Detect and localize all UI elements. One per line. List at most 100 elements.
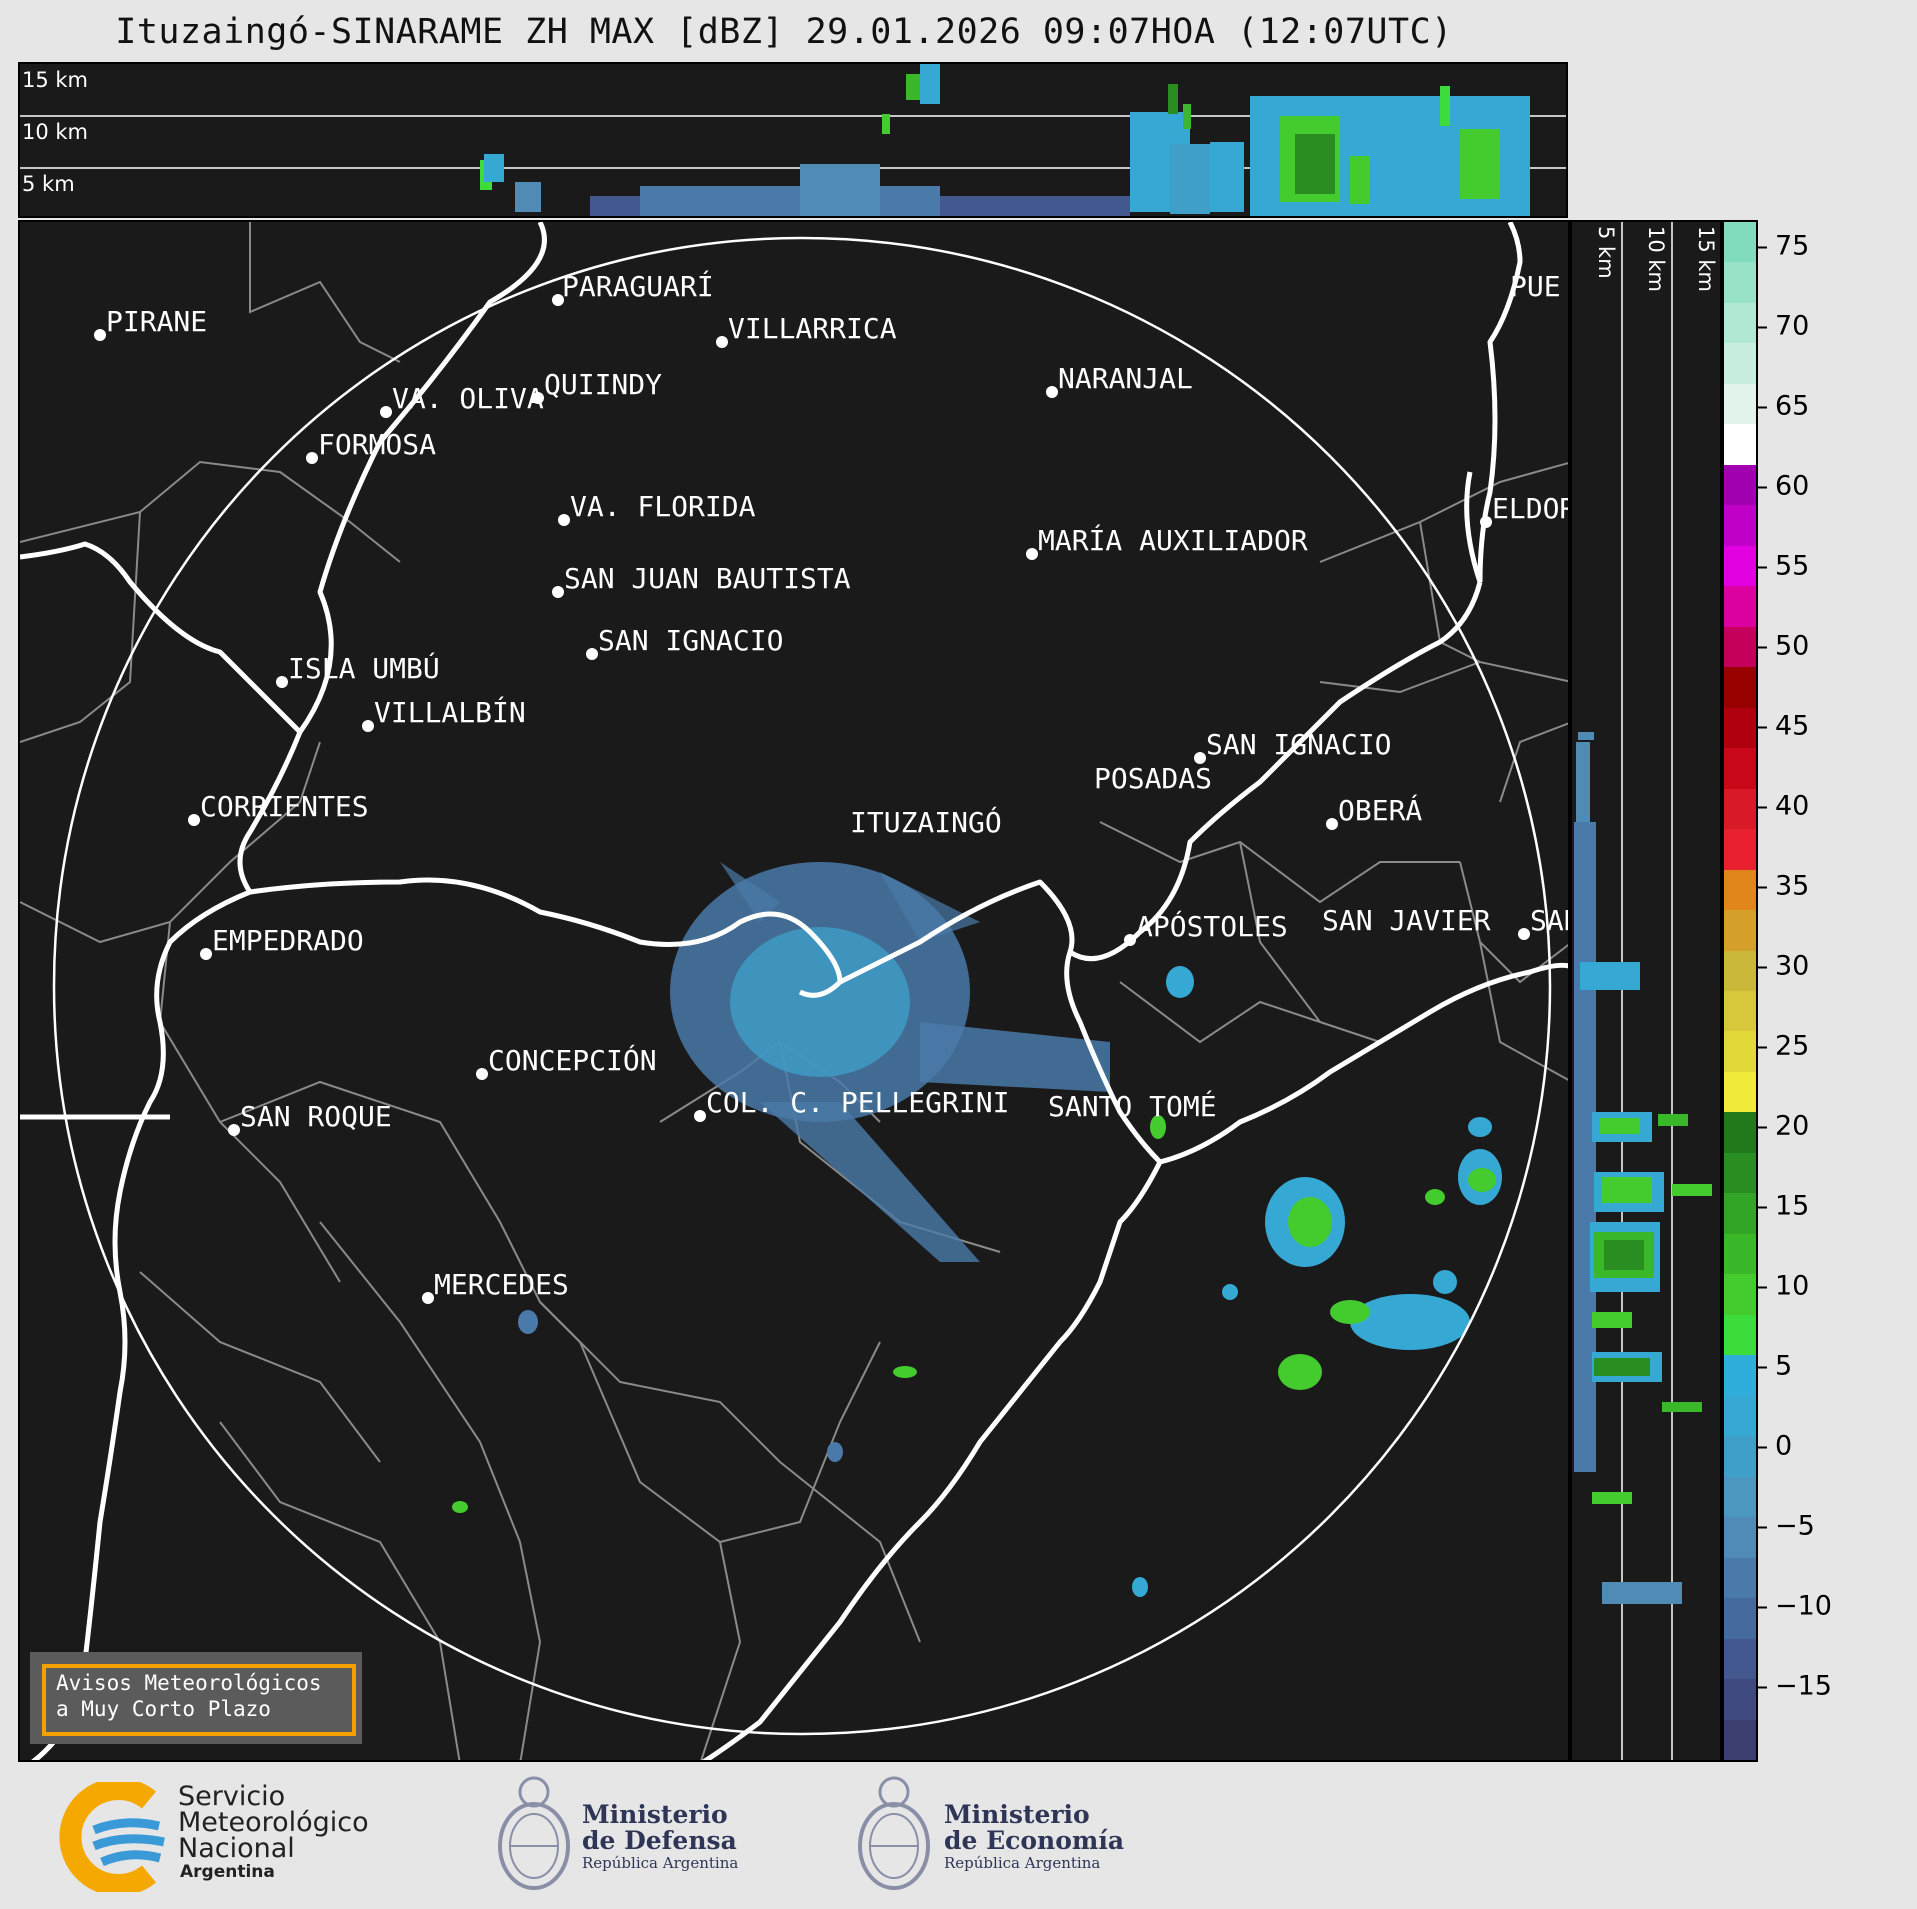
city-ituzaingo: ITUZAINGÓ <box>850 806 1002 839</box>
defensa-line-2: de Defensa <box>582 1826 737 1855</box>
colorbar-tick: 75 <box>1758 231 1809 262</box>
city-san-ignacio-py: SAN IGNACIO <box>586 624 783 660</box>
smn-line-4: Argentina <box>180 1862 275 1882</box>
city-posadas: POSADAS <box>1094 762 1213 795</box>
colorbar-segment <box>1724 1395 1756 1437</box>
top-label-5km: 5 km <box>22 172 75 196</box>
radar-map-plot <box>20 222 1568 1760</box>
city-apostoles: APÓSTOLES <box>1124 910 1288 946</box>
colorbar-segment <box>1724 222 1756 263</box>
colorbar-tick: 35 <box>1758 871 1809 902</box>
avisos-badge[interactable]: Avisos Meteorológicos a Muy Corto Plazo <box>30 1652 362 1744</box>
side-label-5km: 5 km <box>1594 226 1618 279</box>
colorbar-segment <box>1724 1274 1756 1316</box>
city-corrientes: CORRIENTES <box>188 790 369 826</box>
colorbar-segment <box>1724 707 1756 749</box>
city-empedrado: EMPEDRADO <box>200 924 364 960</box>
colorbar-segment <box>1724 910 1756 952</box>
colorbar-segment <box>1724 1314 1756 1356</box>
colorbar-tick: 25 <box>1758 1031 1809 1062</box>
city-va-florida: VA. FLORIDA <box>558 490 755 526</box>
city-villalbin: VILLALBÍN <box>362 696 526 732</box>
colorbar-tick: 15 <box>1758 1191 1809 1222</box>
colorbar-tick: 55 <box>1758 551 1809 582</box>
city-villarrica: VILLARRICA <box>716 312 897 348</box>
colorbar-segment <box>1724 1679 1756 1721</box>
colorbar-segment <box>1724 667 1756 709</box>
colorbar-segment <box>1724 869 1756 911</box>
city-san-roque: SAN ROQUE <box>228 1100 392 1136</box>
colorbar-segment <box>1724 1152 1756 1194</box>
city-mercedes: MERCEDES <box>422 1268 569 1304</box>
colorbar-segment <box>1724 1193 1756 1235</box>
side-cross-section-panel: 5 km 10 km 15 km <box>1570 220 1722 1762</box>
coat-of-arms-icon <box>858 1776 930 1890</box>
radar-range-ring <box>52 236 1552 1736</box>
avisos-line-2: a Muy Corto Plazo <box>56 1697 271 1721</box>
colorbar-tick: 40 <box>1758 791 1809 822</box>
colorbar-tick: −5 <box>1758 1511 1815 1542</box>
colorbar-tick: 5 <box>1758 1351 1792 1382</box>
colorbar-tick: 65 <box>1758 391 1809 422</box>
colorbar-segment <box>1724 626 1756 668</box>
colorbar-segment <box>1724 545 1756 587</box>
city-obera: OBERÁ <box>1326 794 1422 830</box>
colorbar-segment <box>1724 464 1756 506</box>
avisos-line-1: Avisos Meteorológicos <box>56 1671 322 1695</box>
colorbar-tick: 45 <box>1758 711 1809 742</box>
side-cross-section-plot <box>1574 222 1712 1760</box>
economia-logo-text: Ministerio de Economía República Argenti… <box>944 1802 1125 1873</box>
colorbar-segment <box>1724 1112 1756 1154</box>
city-isla-umbu: ISLA UMBÚ <box>276 652 440 688</box>
side-label-10km: 10 km <box>1644 226 1668 293</box>
colorbar-segment <box>1724 343 1756 385</box>
colorbar-segment <box>1724 262 1756 304</box>
colorbar-segment <box>1724 1638 1756 1680</box>
colorbar-tick: 0 <box>1758 1431 1792 1462</box>
colorbar-segment <box>1724 991 1756 1032</box>
smn-line-3: Nacional <box>178 1833 295 1864</box>
economia-line-2: de Economía <box>944 1826 1125 1855</box>
colorbar-segment <box>1724 302 1756 344</box>
top-label-10km: 10 km <box>22 120 89 144</box>
department-borders <box>20 222 1568 1760</box>
city-pirane: PIRANE <box>94 305 207 341</box>
radar-echo-cells <box>452 966 1502 1597</box>
defensa-line-1: Ministerio <box>582 1800 728 1829</box>
colorbar-segment <box>1724 1598 1756 1640</box>
colorbar-segment <box>1724 1355 1756 1397</box>
colorbar-tick: 20 <box>1758 1111 1809 1142</box>
colorbar-segment <box>1724 1476 1756 1518</box>
city-san-juan-bautista: SAN JUAN BAUTISTA <box>552 562 851 598</box>
colorbar-segment <box>1724 1071 1756 1113</box>
smn-logo-icon <box>59 1782 165 1892</box>
colorbar-tick: 50 <box>1758 631 1809 662</box>
colorbar-ticks: 75 70 65 60 55 50 45 40 35 30 25 20 15 1… <box>1758 220 1878 1762</box>
colorbar-segment <box>1724 748 1756 790</box>
side-label-15km: 15 km <box>1694 226 1718 293</box>
colorbar-segment <box>1724 1517 1756 1559</box>
top-cross-section-plot <box>20 64 1566 216</box>
colorbar-tick: 70 <box>1758 311 1809 342</box>
radar-map-panel: PARAGUARÍ PIRANE VILLARRICA QUIINDY VA. … <box>18 220 1570 1762</box>
colorbar-segment <box>1724 1031 1756 1073</box>
city-san-truncated: SAN <box>1518 904 1568 940</box>
colorbar <box>1722 220 1758 1762</box>
colorbar-segment <box>1724 788 1756 830</box>
colorbar-segment <box>1724 1719 1756 1760</box>
colorbar-segment <box>1724 1557 1756 1599</box>
smn-line-1: Servicio <box>178 1781 286 1812</box>
city-puerto-truncated: PUE <box>1510 270 1561 303</box>
city-san-ignacio-ar: SAN IGNACIO <box>1194 728 1391 764</box>
city-concepcion: CONCEPCIÓN <box>476 1044 657 1080</box>
top-cross-section-panel: 15 km 10 km 5 km <box>18 62 1568 218</box>
city-va-oliva: VA. OLIVA <box>380 382 544 418</box>
economia-line-3: República Argentina <box>944 1854 1101 1872</box>
city-col-c-pellegrini: COL. C. PELLEGRINI <box>694 1086 1009 1122</box>
footer-logos: Servicio Meteorológico Nacional Argentin… <box>0 1762 1917 1909</box>
colorbar-tick: −10 <box>1758 1591 1832 1622</box>
chart-title: Ituzaingó-SINARAME ZH MAX [dBZ] 29.01.20… <box>115 12 1453 52</box>
city-san-javier: SAN JAVIER <box>1322 904 1491 937</box>
colorbar-tick: 30 <box>1758 951 1809 982</box>
city-paraguari: PARAGUARÍ <box>552 270 714 306</box>
